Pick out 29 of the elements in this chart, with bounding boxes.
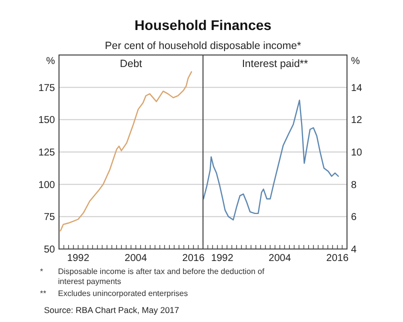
x-tick-label: 2016 xyxy=(182,253,205,264)
x-tick-label: 2004 xyxy=(124,253,148,264)
y-tick-label: 75 xyxy=(44,212,56,224)
line-series xyxy=(202,100,339,220)
x-tick-label: 1992 xyxy=(67,253,90,264)
y-axis-title: % xyxy=(46,56,56,67)
y-axis-title: % xyxy=(351,56,360,67)
y-tick-label: 8 xyxy=(351,180,357,191)
text: Debt xyxy=(120,58,142,70)
y-tick-label: 100 xyxy=(38,180,56,191)
y-tick-label: 125 xyxy=(38,148,56,158)
y-tick-label: 12 xyxy=(351,115,363,126)
source-note: Source: RBA Chart Pack, May 2017 xyxy=(44,305,180,315)
chart-title: Household Finances xyxy=(134,17,272,33)
text: ** Excludes unincorporated enterprises xyxy=(40,289,188,298)
x-tick-label: 2004 xyxy=(268,253,292,264)
x-tick-label: 2016 xyxy=(326,253,349,264)
y-tick-label: 6 xyxy=(351,212,357,224)
text: Interest paid** xyxy=(242,58,308,70)
y-tick-label: 50 xyxy=(44,244,56,256)
x-tick-label: 1992 xyxy=(211,253,234,264)
y-tick-label: 14 xyxy=(351,82,363,94)
y-tick-label: 150 xyxy=(38,115,56,126)
y-tick-label: 175 xyxy=(38,82,56,94)
line-series xyxy=(60,71,192,232)
y-tick-label: 10 xyxy=(351,148,363,158)
text: * Disposable income is after tax and before the deduction of interest payments xyxy=(40,267,264,286)
y-tick-label: 4 xyxy=(351,244,357,256)
chart-subtitle: Per cent of household disposable income* xyxy=(104,40,302,52)
